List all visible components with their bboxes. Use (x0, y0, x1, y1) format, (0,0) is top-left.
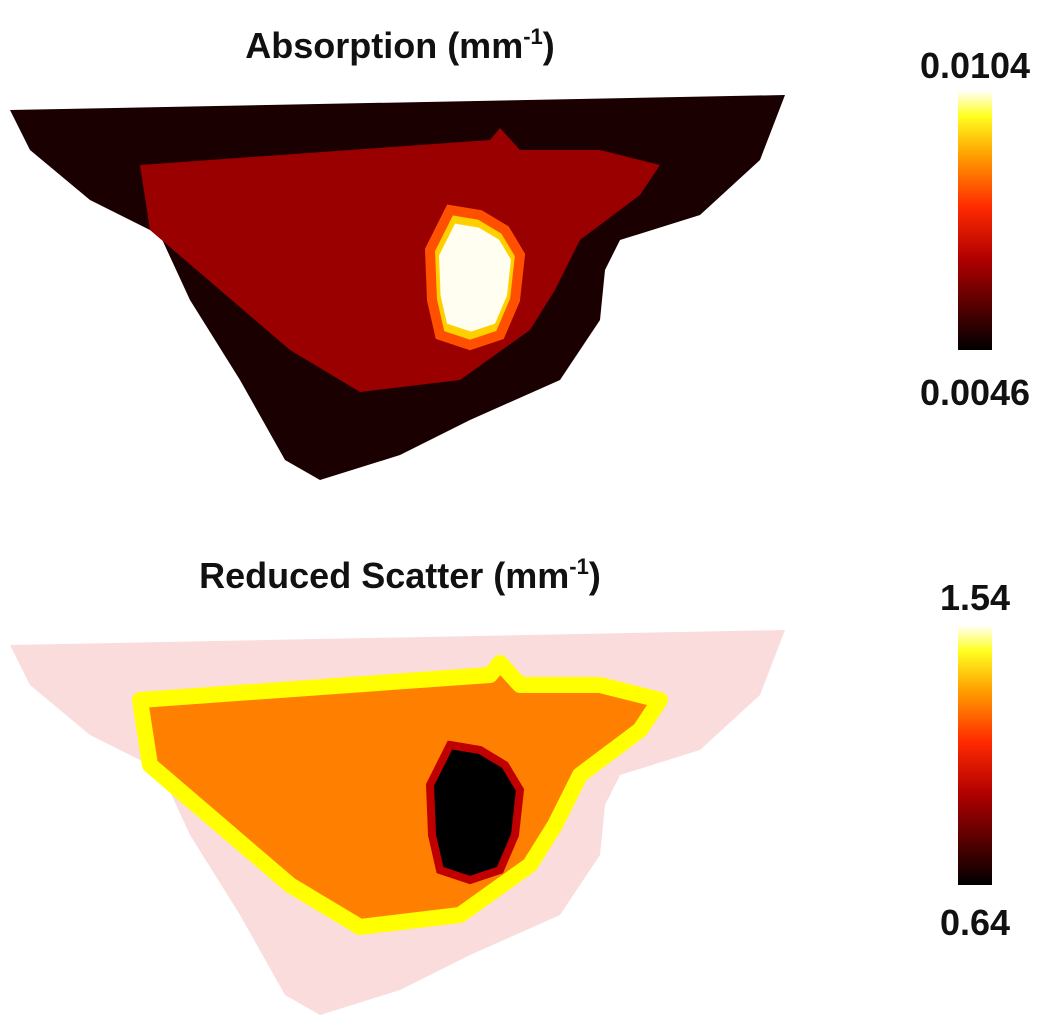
colorbar-min: 0.0046 (920, 372, 1030, 413)
colorbar-max: 0.0104 (920, 45, 1030, 86)
panel-title: Absorption (mm-1) (245, 24, 555, 66)
absorption-map (10, 95, 785, 480)
colorbar-min: 0.64 (940, 902, 1010, 943)
scatter-map (10, 630, 785, 1015)
colorbar (958, 90, 992, 350)
colorbar (958, 625, 992, 885)
colorbar-max: 1.54 (940, 577, 1010, 618)
panel-title: Reduced Scatter (mm-1) (199, 554, 601, 596)
